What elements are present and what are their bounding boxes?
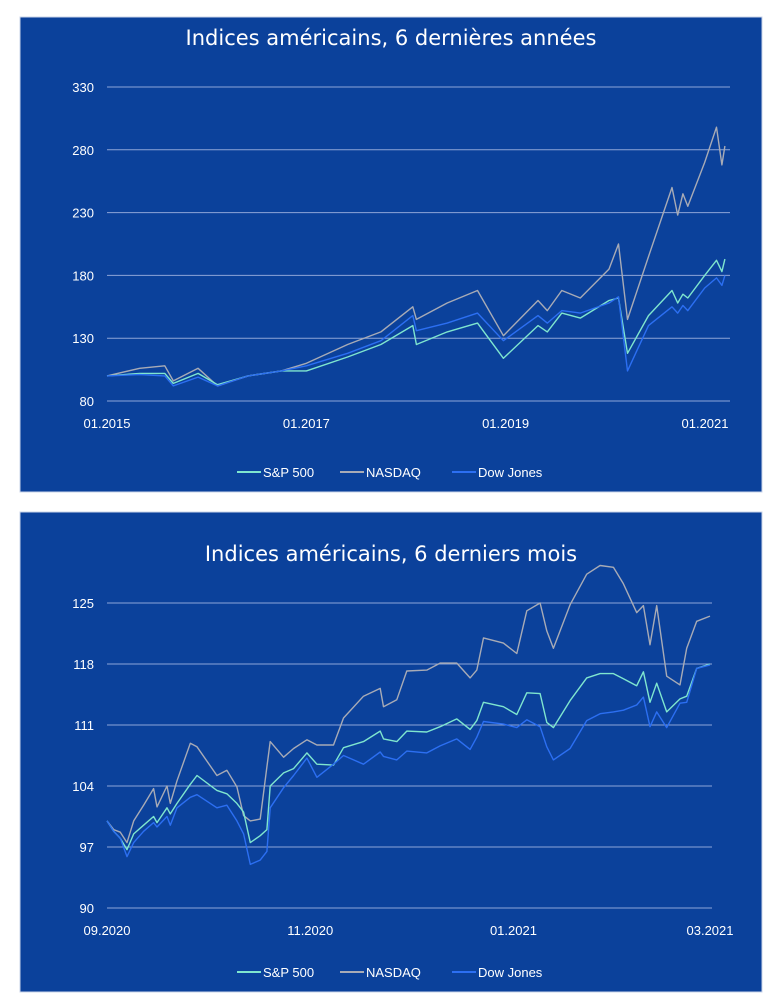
x-tick-label: 01.2021 [682, 416, 729, 431]
y-tick-labels: 90 97 104 111 118 125 [72, 596, 94, 916]
chart-title: Indices américains, 6 dernières années [186, 26, 597, 50]
chart-title: Indices américains, 6 derniers mois [205, 542, 577, 566]
legend-label: S&P 500 [263, 965, 314, 980]
y-tick-label: 90 [80, 901, 94, 916]
chart-background [19, 511, 763, 993]
y-tick-label: 130 [72, 331, 94, 346]
y-tick-label: 180 [72, 268, 94, 283]
x-tick-label: 01.2015 [84, 416, 131, 431]
gridlines [107, 86, 730, 402]
legend-label: NASDAQ [366, 465, 421, 480]
y-tick-label: 104 [72, 779, 94, 794]
legend-item: S&P 500 [237, 465, 314, 480]
series-line-nasdaq [106, 564, 711, 844]
series-line-dow-jones [106, 275, 726, 387]
x-tick-labels: 09.2020 11.2020 01.2021 03.2021 [84, 923, 734, 938]
x-tick-label: 03.2021 [687, 923, 734, 938]
x-tick-label: 01.2021 [490, 923, 537, 938]
y-tick-label: 280 [72, 143, 94, 158]
legend-item: Dow Jones [452, 465, 543, 480]
y-tick-label: 330 [72, 80, 94, 95]
series-line-s-p-500 [106, 663, 711, 851]
y-tick-label: 125 [72, 596, 94, 611]
x-tick-label: 11.2020 [287, 923, 333, 938]
series-lines [106, 126, 726, 387]
legend: S&P 500 NASDAQ Dow Jones [237, 465, 543, 480]
x-tick-label: 01.2017 [283, 416, 330, 431]
legend-item: S&P 500 [237, 965, 314, 980]
legend-label: Dow Jones [478, 465, 543, 480]
legend-item: NASDAQ [340, 965, 421, 980]
x-tick-labels: 01.2015 01.2017 01.2019 01.2021 [84, 416, 729, 431]
legend-label: S&P 500 [263, 465, 314, 480]
y-tick-labels: 80 130 180 230 280 330 [72, 80, 94, 409]
gridlines [107, 602, 712, 909]
x-tick-label: 09.2020 [84, 923, 131, 938]
series-lines [106, 564, 711, 866]
series-line-dow-jones [106, 664, 711, 866]
legend-item: Dow Jones [452, 965, 543, 980]
x-tick-label: 01.2019 [482, 416, 529, 431]
chart-background [19, 16, 763, 493]
y-tick-label: 111 [74, 718, 94, 733]
y-tick-label: 80 [80, 394, 94, 409]
legend-label: NASDAQ [366, 965, 421, 980]
y-tick-label: 230 [72, 206, 94, 221]
chart-panel-6-years: Indices américains, 6 dernières années 8… [19, 16, 763, 493]
y-tick-label: 118 [73, 657, 94, 672]
legend-item: NASDAQ [340, 465, 421, 480]
legend: S&P 500 NASDAQ Dow Jones [237, 965, 543, 980]
legend-label: Dow Jones [478, 965, 543, 980]
series-line-s-p-500 [106, 258, 726, 386]
chart-panel-6-months: Indices américains, 6 derniers mois 90 97… [19, 511, 763, 993]
y-tick-label: 97 [80, 840, 94, 855]
